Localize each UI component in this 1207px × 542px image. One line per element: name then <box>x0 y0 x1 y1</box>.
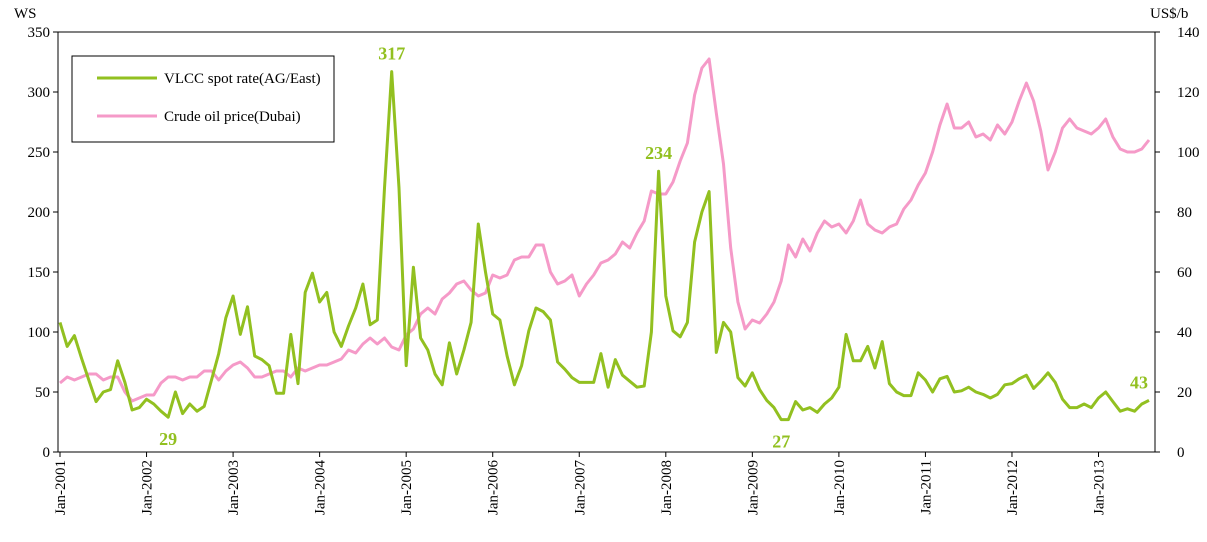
y2-tick-label: 80 <box>1177 205 1192 221</box>
y-tick-label: 200 <box>28 205 51 221</box>
x-tick-label: Jan-2012 <box>1005 460 1021 515</box>
plot-area <box>57 31 1156 453</box>
data-label: 234 <box>645 143 672 163</box>
series-line <box>58 70 1150 422</box>
y-tick-label: 350 <box>28 25 51 41</box>
x-tick-label: Jan-2003 <box>226 460 242 515</box>
x-tick-label: Jan-2002 <box>140 460 156 515</box>
y-tick-label: 250 <box>28 145 51 161</box>
y-axis-title: WS <box>14 6 37 22</box>
x-tick-label: Jan-2001 <box>53 460 69 515</box>
x-tick-label: Jan-2008 <box>659 460 675 515</box>
data-label: 27 <box>772 432 790 452</box>
legend-box <box>71 55 335 143</box>
x-tick-label: Jan-2011 <box>918 460 934 514</box>
y2-tick-label: 120 <box>1177 85 1200 101</box>
x-tick-label: Jan-2005 <box>399 460 415 515</box>
y-tick-label: 100 <box>28 325 51 341</box>
x-tick-label: Jan-2010 <box>832 460 848 515</box>
series-line <box>59 57 1151 403</box>
legend-label: VLCC spot rate(AG/East) <box>164 71 321 87</box>
y2-tick-label: 140 <box>1177 25 1200 41</box>
data-label: 43 <box>1130 372 1148 392</box>
legend-label: Crude oil price(Dubai) <box>164 109 301 125</box>
data-label: 29 <box>159 429 177 449</box>
y-tick-label: 150 <box>28 265 51 281</box>
x-tick-label: Jan-2006 <box>486 460 502 515</box>
data-label: 317 <box>378 44 405 64</box>
y2-tick-label: 20 <box>1177 385 1192 401</box>
y2-tick-label: 0 <box>1177 445 1185 461</box>
y-tick-label: 300 <box>28 85 51 101</box>
y2-tick-label: 100 <box>1177 145 1200 161</box>
x-tick-label: Jan-2007 <box>572 460 588 515</box>
y2-tick-label: 60 <box>1177 265 1192 281</box>
x-tick-label: Jan-2009 <box>745 460 761 515</box>
y2-axis-title: US$/b <box>1150 6 1188 22</box>
y-tick-label: 50 <box>35 385 50 401</box>
x-tick-label: Jan-2013 <box>1092 460 1108 515</box>
y2-tick-label: 40 <box>1177 325 1192 341</box>
x-tick-label: Jan-2004 <box>313 460 329 515</box>
y-tick-label: 0 <box>43 445 51 461</box>
